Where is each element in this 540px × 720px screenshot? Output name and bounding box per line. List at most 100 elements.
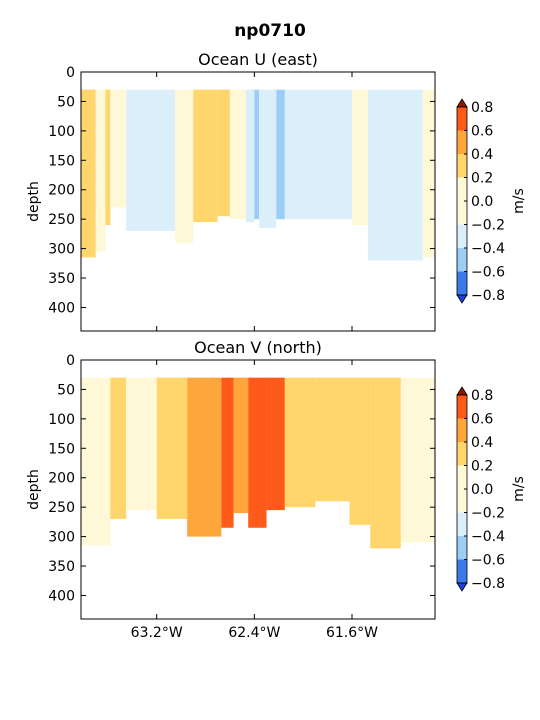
panel-title: Ocean V (north): [194, 338, 322, 357]
colorbar-tick-label: 0.8: [471, 100, 493, 116]
colorbar-extend-max: [456, 98, 468, 108]
y-tick-label: 50: [57, 382, 75, 398]
panel-title: Ocean U (east): [198, 50, 318, 69]
heatmap-cell: [315, 377, 350, 502]
colorbar-band: [457, 107, 467, 131]
colorbar-tick-label: −0.2: [471, 506, 505, 522]
panel-ocean-u: Ocean U (east) 0 50 100 150 200 250 300 350 400 de…: [26, 50, 527, 332]
colorbar-tick-label: 0.6: [471, 124, 493, 140]
colorbar-band: [457, 559, 467, 583]
colorbar-extend-min: [456, 582, 468, 592]
heatmap-cell: [370, 377, 401, 549]
colorbar-tick-label: 0.0: [471, 482, 493, 498]
y-tick-label: 400: [48, 588, 75, 604]
heatmap-cell: [266, 377, 285, 511]
heatmap-cell: [284, 377, 316, 508]
colorbar-extend-max: [456, 386, 468, 396]
heatmap-cell: [400, 377, 435, 543]
x-tick-label: 62.4°W: [228, 625, 280, 641]
heatmap-cell: [284, 89, 352, 220]
heatmap-cell: [351, 89, 368, 226]
heatmap-cell: [105, 89, 111, 226]
y-tick-label: 50: [57, 94, 75, 110]
y-axis-label: depth: [26, 469, 42, 510]
y-tick-label: 400: [48, 300, 75, 316]
y-tick-label: 300: [48, 530, 75, 546]
colorbar-extend-min: [456, 294, 468, 304]
figure-title: np0710: [234, 21, 306, 41]
heatmap-cell: [193, 89, 218, 223]
heatmap-cell: [81, 377, 111, 546]
x-tick-label: 63.2°W: [131, 625, 183, 641]
heatmap-cell: [156, 377, 188, 519]
heatmap-cell: [217, 89, 230, 217]
colorbar-tick-label: 0.8: [471, 388, 493, 404]
heatmap-cell: [126, 89, 175, 231]
y-tick-label: 250: [48, 500, 75, 516]
axes-frame: [80, 359, 436, 620]
heatmap-cell: [110, 89, 127, 208]
colorbar-band: [457, 271, 467, 295]
y-tick-label: 250: [48, 212, 75, 228]
colorbar-tick-label: 0.2: [471, 171, 493, 187]
colorbar-tick-label: −0.6: [471, 265, 505, 281]
y-tick-label: 100: [48, 124, 75, 140]
y-tick-label: 0: [66, 65, 75, 81]
colorbar-band: [457, 489, 467, 513]
heatmap-cell: [126, 377, 157, 511]
heatmap-cells: [81, 377, 435, 549]
colorbar-band: [457, 248, 467, 272]
colorbar-band: [457, 154, 467, 178]
heatmap-cell: [254, 89, 260, 220]
y-tick-label: 200: [48, 471, 75, 487]
colorbar-tick-label: −0.8: [471, 288, 505, 304]
y-tick-label: 150: [48, 153, 75, 169]
heatmap-cell: [221, 377, 234, 528]
y-axis-label: depth: [26, 181, 42, 222]
colorbar-tick-label: 0.4: [471, 147, 493, 163]
y-tick-label: 300: [48, 242, 75, 258]
colorbar-tick-label: −0.2: [471, 218, 505, 234]
colorbar-band: [457, 177, 467, 201]
colorbar-label: m/s: [511, 188, 527, 214]
heatmap-cell: [245, 89, 255, 223]
colorbar-band: [457, 201, 467, 225]
heatmap-cell: [276, 89, 285, 220]
y-tick-label: 150: [48, 441, 75, 457]
panel-ocean-v: Ocean V (north) 0 50 100 150 200 250 300 350 400 d…: [26, 338, 527, 641]
colorbar-band: [457, 442, 467, 466]
colorbar-band: [457, 512, 467, 536]
colorbar-tick-label: 0.6: [471, 412, 493, 428]
colorbar-label: m/s: [511, 476, 527, 502]
axes-frame: [80, 71, 436, 332]
x-tick-label: 61.6°W: [326, 625, 378, 641]
heatmap-cell: [174, 89, 194, 243]
heatmap-cells: [81, 89, 435, 261]
colorbar-band: [457, 536, 467, 560]
colorbar-tick-label: 0.4: [471, 435, 493, 451]
colorbar: 0.8 0.6 0.4 0.2 0.0 −0.2 −0.4 −0.6 −0.8 m/s: [456, 386, 527, 592]
heatmap-cell: [259, 89, 277, 228]
y-tick-label: 200: [48, 183, 75, 199]
colorbar-tick-label: 0.0: [471, 194, 493, 210]
colorbar-tick-label: 0.2: [471, 459, 493, 475]
colorbar-tick-label: −0.6: [471, 553, 505, 569]
colorbar-band: [457, 130, 467, 154]
colorbar: 0.8 0.6 0.4 0.2 0.0 −0.2 −0.4 −0.6 −0.8 m/s: [456, 98, 527, 304]
heatmap-cell: [110, 377, 127, 519]
heatmap-cell: [95, 89, 106, 252]
colorbar-tick-label: −0.4: [471, 529, 505, 545]
y-tick-label: 0: [66, 353, 75, 369]
y-tick-label: 100: [48, 412, 75, 428]
y-tick-label: 350: [48, 559, 75, 575]
heatmap-cell: [248, 377, 267, 528]
colorbar-band: [457, 418, 467, 442]
heatmap-cell: [349, 377, 371, 525]
heatmap-cell: [233, 377, 249, 514]
colorbar-tick-label: −0.4: [471, 241, 505, 257]
colorbar-band: [457, 395, 467, 419]
heatmap-cell: [367, 89, 423, 261]
heatmap-cell: [81, 89, 96, 258]
heatmap-cell: [422, 89, 435, 258]
